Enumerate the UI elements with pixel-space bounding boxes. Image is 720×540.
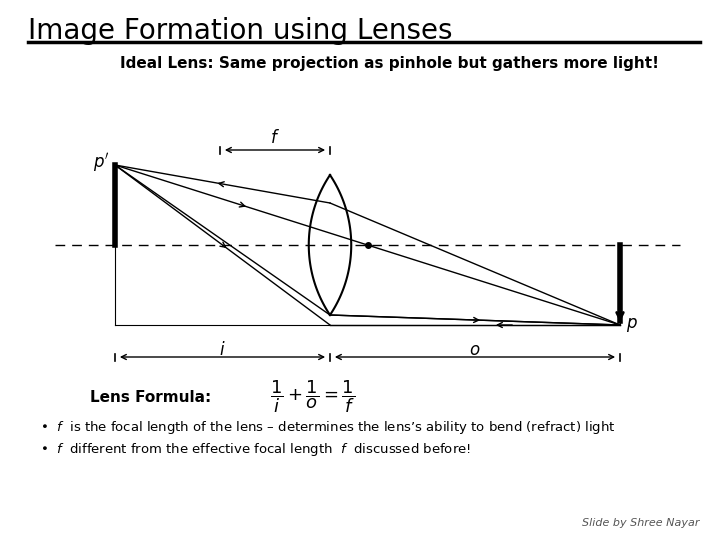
Text: •  $f$  is the focal length of the lens – determines the lens’s ability to bend : • $f$ is the focal length of the lens – … <box>40 418 616 435</box>
Text: $o$: $o$ <box>469 341 481 359</box>
Text: $\dfrac{1}{i} + \dfrac{1}{o} = \dfrac{1}{f}$: $\dfrac{1}{i} + \dfrac{1}{o} = \dfrac{1}… <box>270 379 355 415</box>
Text: $f$: $f$ <box>270 129 280 147</box>
Text: Lens Formula:: Lens Formula: <box>90 389 211 404</box>
Text: $i$: $i$ <box>219 341 226 359</box>
Text: Slide by Shree Nayar: Slide by Shree Nayar <box>582 518 700 528</box>
Text: $p'$: $p'$ <box>93 151 109 173</box>
Text: •  $f$  different from the effective focal length  $f$  discussed before!: • $f$ different from the effective focal… <box>40 442 471 458</box>
Text: $p$: $p$ <box>626 316 638 334</box>
Text: Ideal Lens: Same projection as pinhole but gathers more light!: Ideal Lens: Same projection as pinhole b… <box>120 56 659 71</box>
Text: Image Formation using Lenses: Image Formation using Lenses <box>28 17 452 45</box>
